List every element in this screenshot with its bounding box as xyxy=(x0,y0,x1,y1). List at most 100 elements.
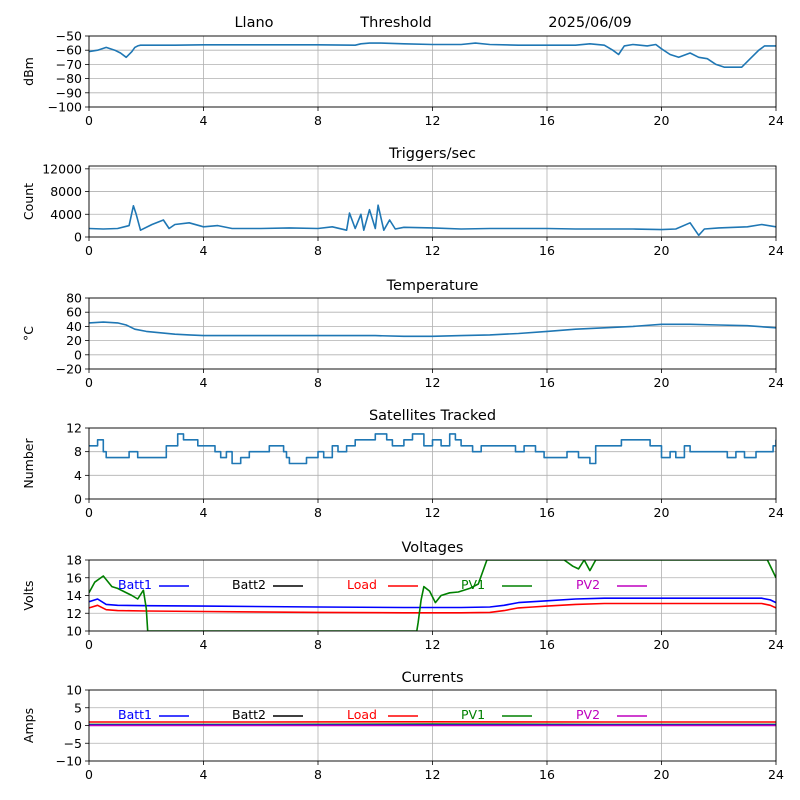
legend-label: PV2 xyxy=(576,707,600,722)
series-group xyxy=(89,42,776,68)
y-axis-label: Volts xyxy=(21,580,36,610)
x-tick-label: 12 xyxy=(425,113,441,128)
x-tick-label: 4 xyxy=(200,767,208,782)
y-tick-label: 5 xyxy=(74,700,82,715)
y-tick-label: 12 xyxy=(66,421,82,436)
y-tick-label: −100 xyxy=(48,100,82,115)
legend-label: Load xyxy=(347,577,377,592)
x-tick-label: 16 xyxy=(539,505,555,520)
x-tick-label: 12 xyxy=(425,505,441,520)
header-station: Llano xyxy=(234,15,273,31)
y-tick-label: 14 xyxy=(66,588,82,603)
y-tick-label: −60 xyxy=(56,43,82,58)
y-axis-label: Amps xyxy=(21,708,36,743)
x-tick-label: 12 xyxy=(425,637,441,652)
series-group xyxy=(89,321,776,338)
x-tick-label: 4 xyxy=(200,505,208,520)
x-tick-label: 0 xyxy=(85,243,93,258)
y-tick-label: −90 xyxy=(56,85,82,100)
panel-satellites: 0 4 8 12 16 20 24 0 4 8 12 Satellites Tracked Number xyxy=(21,408,784,520)
series-group xyxy=(89,433,776,465)
y-tick-label: −50 xyxy=(56,29,82,44)
y-tick-label: 0 xyxy=(74,347,82,362)
y-tick-label: 10 xyxy=(66,624,82,639)
x-tick-label: 24 xyxy=(768,113,784,128)
x-tick-label: 8 xyxy=(314,505,322,520)
legend-label: Batt2 xyxy=(232,577,266,592)
x-tick-label: 4 xyxy=(200,375,208,390)
x-tick-label: 16 xyxy=(539,375,555,390)
x-tick-label: 8 xyxy=(314,243,322,258)
y-tick-label: 0 xyxy=(74,492,82,507)
y-tick-label: 8000 xyxy=(50,184,82,199)
x-tick-label: 24 xyxy=(768,243,784,258)
y-tick-label: −20 xyxy=(56,362,82,377)
x-tick-label: 20 xyxy=(654,113,670,128)
series-group xyxy=(89,560,776,631)
x-tick-label: 4 xyxy=(200,243,208,258)
y-tick-label: 80 xyxy=(66,291,82,306)
y-tick-label: −80 xyxy=(56,71,82,86)
y-axis-label: °C xyxy=(21,326,36,341)
y-tick-label: −70 xyxy=(56,57,82,72)
x-tick-label: 4 xyxy=(200,637,208,652)
series-line xyxy=(89,433,776,465)
y-tick-label: 12 xyxy=(66,606,82,621)
y-tick-label: 20 xyxy=(66,333,82,348)
x-tick-label: 16 xyxy=(539,637,555,652)
x-tick-label: 8 xyxy=(314,637,322,652)
panel-voltages: 0 4 8 12 16 20 24 10 12 14 16 18 Voltages Volts Batt1 B… xyxy=(21,540,784,652)
legend-label: PV1 xyxy=(461,707,485,722)
y-axis-label: Count xyxy=(21,183,36,220)
x-tick-label: 24 xyxy=(768,375,784,390)
panel-dbm: 0 4 8 12 16 20 24 −100−90−80−70−60−50 dBm xyxy=(21,29,784,129)
series-group xyxy=(89,204,776,237)
x-tick-label: 8 xyxy=(314,375,322,390)
series-line xyxy=(89,204,776,237)
legend-label: Batt2 xyxy=(232,707,266,722)
x-tick-label: 24 xyxy=(768,767,784,782)
y-tick-label: −10 xyxy=(56,754,82,769)
panel-title: Currents xyxy=(401,670,463,686)
x-tick-label: 24 xyxy=(768,637,784,652)
series-line-pv1 xyxy=(89,560,776,631)
x-tick-label: 16 xyxy=(539,767,555,782)
x-tick-label: 16 xyxy=(539,113,555,128)
x-tick-label: 0 xyxy=(85,113,93,128)
x-tick-label: 0 xyxy=(85,767,93,782)
y-tick-label: 10 xyxy=(66,683,82,698)
panel-title: Triggers/sec xyxy=(388,146,476,162)
x-tick-label: 20 xyxy=(654,637,670,652)
y-axis-label: Number xyxy=(21,438,36,489)
legend-label: PV2 xyxy=(576,577,600,592)
series-line-load xyxy=(89,602,776,614)
legend-label: Batt1 xyxy=(118,707,152,722)
legend-label: PV1 xyxy=(461,577,485,592)
x-tick-label: 20 xyxy=(654,243,670,258)
x-tick-label: 12 xyxy=(425,767,441,782)
y-tick-label: −5 xyxy=(64,736,82,751)
y-tick-label: 18 xyxy=(66,553,82,568)
panel-title: Temperature xyxy=(386,278,479,294)
x-tick-label: 0 xyxy=(85,375,93,390)
x-tick-label: 0 xyxy=(85,505,93,520)
x-tick-label: 24 xyxy=(768,505,784,520)
x-tick-label: 4 xyxy=(200,113,208,128)
x-tick-label: 16 xyxy=(539,243,555,258)
series-group xyxy=(89,720,776,727)
header-mode: Threshold xyxy=(359,15,431,31)
y-tick-label: 16 xyxy=(66,570,82,585)
header-date: 2025/06/09 xyxy=(548,15,632,31)
x-tick-label: 20 xyxy=(654,505,670,520)
panel-title: Voltages xyxy=(402,540,464,556)
x-tick-label: 20 xyxy=(654,375,670,390)
x-tick-label: 12 xyxy=(425,375,441,390)
legend-label: Load xyxy=(347,707,377,722)
panel-title: Satellites Tracked xyxy=(369,408,496,424)
y-tick-label: 0 xyxy=(74,230,82,245)
y-tick-label: 4 xyxy=(74,468,82,483)
legend-label: Batt1 xyxy=(118,577,152,592)
